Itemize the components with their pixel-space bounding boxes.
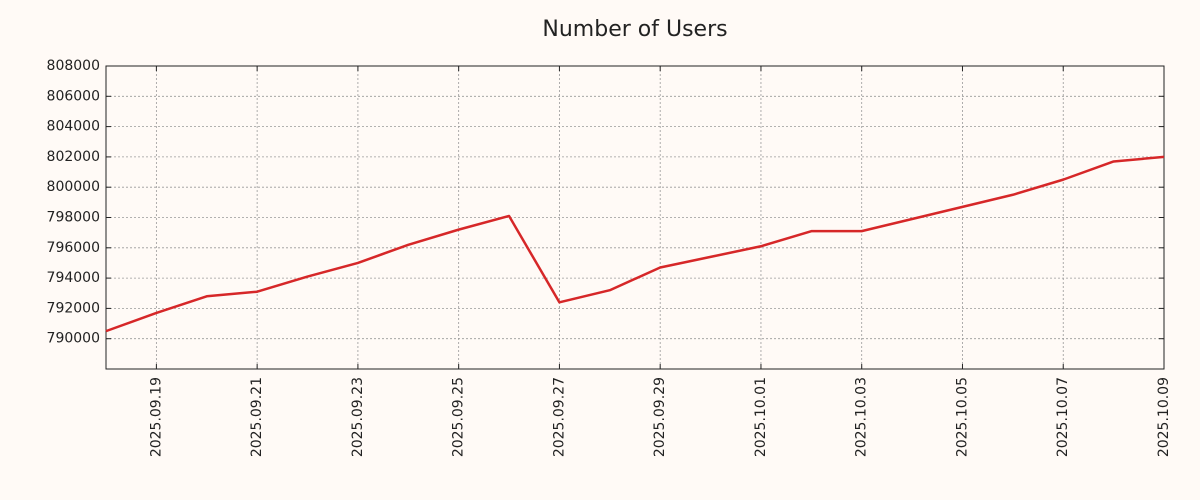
y-tick-label: 798000 — [47, 210, 100, 226]
x-tick-label: 2025.09.19 — [148, 377, 164, 457]
x-tick-label: 2025.09.23 — [350, 377, 366, 457]
y-tick-label: 800000 — [47, 179, 100, 195]
x-tick-label: 2025.10.01 — [753, 377, 769, 457]
x-tick-label: 2025.09.27 — [551, 377, 567, 457]
x-tick-label: 2025.10.05 — [954, 377, 970, 457]
y-tick-label: 792000 — [47, 300, 100, 316]
y-tick-label: 808000 — [47, 58, 100, 74]
plot-frame — [105, 65, 1165, 370]
y-tick-label: 804000 — [47, 119, 100, 135]
x-tick-label: 2025.09.25 — [451, 377, 467, 457]
y-tick-label: 794000 — [47, 270, 100, 286]
y-tick-label: 796000 — [47, 240, 100, 256]
x-tick-label: 2025.09.21 — [249, 377, 265, 457]
y-tick-label: 802000 — [47, 149, 100, 165]
y-tick-label: 790000 — [47, 331, 100, 347]
x-tick-label: 2025.09.29 — [652, 377, 668, 457]
chart-title: Number of Users — [542, 17, 727, 42]
data-line — [105, 155, 1165, 333]
y-tick-label: 806000 — [47, 88, 100, 104]
x-tick-label: 2025.10.09 — [1156, 377, 1172, 457]
x-tick-label: 2025.10.03 — [854, 377, 870, 457]
x-tick-label: 2025.10.07 — [1055, 377, 1071, 457]
